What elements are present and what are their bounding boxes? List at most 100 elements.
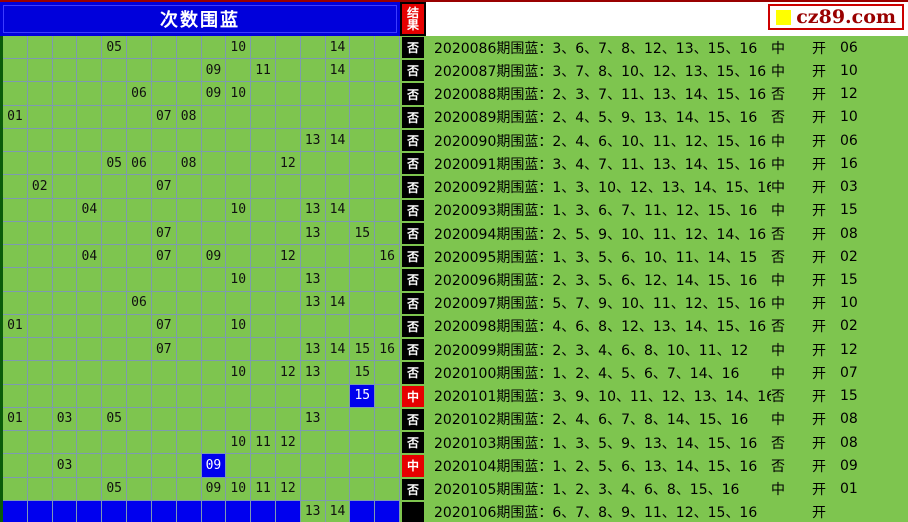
grid-cell: 11 [251,477,276,501]
grid-cell: 05 [102,36,128,60]
kai-label: 开 [812,482,826,499]
kai-label: 开 [812,272,826,289]
grid-cell: 06 [127,291,152,315]
result-cell: 否 [400,431,426,454]
grid-cell [251,175,276,199]
grid-cell: 07 [151,105,177,129]
grid-cell [300,152,326,176]
grid-cell [127,245,152,269]
draw-history-row: 2020087期围蓝：3、7、8、10、12、13、15、16 中 开 10 [426,59,908,82]
grid-cell [151,477,177,501]
grid-cell [176,338,202,362]
grid-cell [226,454,252,478]
grid-cell: 10 [226,82,252,106]
grid-cell [350,431,376,455]
result-cell: 否 [400,408,426,431]
grid-cell [251,36,276,60]
grid-cell [27,128,53,153]
grid-cell [77,175,103,199]
grid-cell: 16 [375,338,400,362]
drawn-number: 10 [840,62,858,79]
grid-cell: 13 [300,128,326,153]
grid-cell [176,221,202,246]
grid-cell [375,59,400,83]
grid-cell: 14 [325,338,351,362]
drawn-number: 08 [840,434,858,451]
grid-cell [176,198,202,222]
grid-cell [151,454,177,478]
result-cell: 否 [400,106,426,129]
grid-cell [350,59,376,83]
grid-cell [102,245,128,269]
drawn-number: 07 [840,364,858,381]
grid-cell [151,291,177,315]
grid-cell [127,36,152,60]
period-numbers-text: 2020102期围蓝：2、4、6、7、8、14、15、16 [434,412,749,429]
kai-label: 开 [812,412,826,429]
grid-cell [350,477,376,501]
grid-cell [77,338,103,362]
grid-cell [325,361,351,385]
grid-cell [275,291,301,315]
grid-cell [275,314,301,339]
verdict-label: 中 [771,133,785,150]
result-cell: 否 [400,175,426,198]
grid-cell [27,105,53,129]
period-numbers-text: 2020094期围蓝：2、5、9、10、11、12、14、16 [434,226,767,243]
grid-cell [27,407,53,432]
grid-cell [127,105,152,129]
grid-cell [102,221,128,246]
grid-cell [201,175,227,199]
site-logo[interactable]: cz89.com [768,4,904,30]
grid-cell: 14 [325,291,351,315]
grid-cell [300,105,326,129]
grid-cell [127,128,152,153]
grid-cell [251,105,276,129]
grid-cell [3,500,28,522]
grid-cell [176,454,202,478]
grid-cell: 12 [275,245,301,269]
drawn-number: 08 [840,411,858,428]
grid-cell [350,314,376,339]
grid-cell: 01 [3,314,28,339]
grid-cell [325,407,351,432]
grid-cell [52,268,78,292]
grid-cell [102,314,128,339]
kai-label: 开 [812,458,826,475]
grid-cell [176,407,202,432]
grid-cell [127,431,152,455]
grid-header: 次数围蓝 [0,2,400,36]
grid-cell [77,221,103,246]
grid-cell: 06 [127,82,152,106]
grid-cell [176,175,202,199]
grid-cell [176,245,202,269]
grid-cell [201,268,227,292]
grid-cell [226,291,252,315]
grid-cell [275,175,301,199]
period-numbers-text: 2020106期围蓝：6、7、8、9、11、12、15、16 [434,505,758,522]
grid-cell [226,407,252,432]
grid-cell [350,454,376,478]
drawn-number: 02 [840,248,858,265]
grid-cell [201,291,227,315]
grid-cell [201,500,227,522]
grid-cell: 10 [226,198,252,222]
kai-label: 开 [812,342,826,359]
grid-cell [52,431,78,455]
grid-cell [226,105,252,129]
grid-cell [52,245,78,269]
draw-history-row: 2020097期围蓝：5、7、9、10、11、12、15、16 中 开 10 [426,292,908,315]
drawn-number: 06 [840,132,858,149]
draw-history-row: 2020095期围蓝：1、3、5、6、10、11、14、15 否 开 02 [426,245,908,268]
result-cell: 否 [400,478,426,501]
grid-cell [77,268,103,292]
grid-cell [52,361,78,385]
verdict-label: 中 [771,180,785,197]
grid-cell [27,152,53,176]
period-numbers-text: 2020093期围蓝：1、3、6、7、11、12、15、16 [434,203,758,220]
grid-cell [3,152,28,176]
period-numbers-text: 2020086期围蓝：3、6、7、8、12、13、15、16 [434,40,758,57]
result-column-header: 结果 [400,2,426,36]
grid-cell [375,431,400,455]
grid-cell [275,407,301,432]
